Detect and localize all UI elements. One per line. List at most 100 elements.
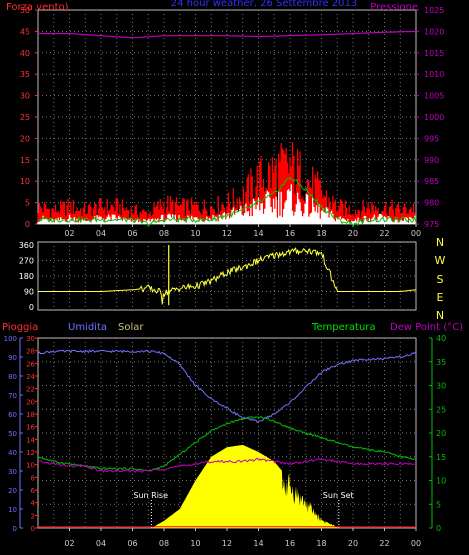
x-tick-label: 04 bbox=[96, 229, 106, 238]
pressure-tick-label: 1020 bbox=[424, 27, 444, 36]
direction-series-line bbox=[38, 247, 417, 305]
compass-label: W bbox=[435, 254, 446, 267]
temperature-tick-label: 35 bbox=[436, 358, 446, 367]
humidity-tick-label: 50 bbox=[8, 430, 17, 438]
humidity-tick-label: 40 bbox=[8, 449, 17, 457]
temperature-series bbox=[37, 415, 417, 472]
pressure-tick-label: 985 bbox=[424, 177, 439, 186]
temperature-tick-label: 30 bbox=[436, 382, 446, 391]
direction-tick-label: 360 bbox=[19, 241, 34, 250]
rain-tick-label: 0 bbox=[31, 525, 35, 533]
temperature-tick-label: 15 bbox=[436, 453, 446, 462]
rain-tick-label: 4 bbox=[31, 500, 36, 508]
pressure-tick-label: 1000 bbox=[424, 113, 444, 122]
humidity-tick-label: 30 bbox=[8, 468, 17, 476]
x-tick-label: 22 bbox=[379, 229, 389, 238]
rain-tick-label: 14 bbox=[26, 436, 35, 444]
direction-tick-label: 270 bbox=[19, 257, 34, 266]
compass-label: N bbox=[436, 236, 444, 249]
humidity-series bbox=[37, 349, 417, 424]
rain-tick-label: 10 bbox=[26, 462, 35, 470]
solar-series bbox=[151, 445, 339, 528]
pressure-tick-label: 1015 bbox=[424, 49, 444, 58]
top-series bbox=[37, 30, 417, 228]
rain-tick-label: 30 bbox=[26, 335, 35, 343]
x-tick-label: 14 bbox=[253, 539, 263, 548]
rain-tick-label: 20 bbox=[26, 398, 35, 406]
wind-axis-ticks: 0 5 10 15 20 25 30 35 40 45 50 bbox=[20, 6, 38, 229]
pressure-tick-label: 1025 bbox=[424, 6, 444, 15]
pressure-axis-title: Pressione bbox=[370, 2, 418, 13]
pressure-tick-label: 995 bbox=[424, 134, 439, 143]
x-tick-label: 02 bbox=[64, 539, 74, 548]
rain-tick-label: 28 bbox=[26, 348, 35, 356]
x-tick-label: 22 bbox=[379, 539, 389, 548]
x-tick-label: 04 bbox=[96, 539, 106, 548]
wind-axis-title: Forza vento) bbox=[6, 2, 69, 13]
direction-axis-ticks: 0 90 180 270 360 bbox=[19, 241, 34, 312]
x-tick-label: 06 bbox=[127, 229, 137, 238]
rain-tick-label: 22 bbox=[26, 386, 35, 394]
rain-tick-label: 8 bbox=[31, 474, 35, 482]
pressure-tick-label: 980 bbox=[424, 199, 439, 208]
dewpoint-series bbox=[38, 457, 417, 473]
temperature-tick-label: 40 bbox=[436, 334, 446, 343]
chart-title: 24 hour weather, 26 Settembre 2013 bbox=[171, 0, 357, 9]
temperature-tick-label: 25 bbox=[436, 405, 446, 414]
humidity-tick-label: 20 bbox=[8, 487, 17, 495]
pressure-axis-ticks: 975 980 985 990 995 1000 1005 1010 1015 1020 1025 bbox=[416, 6, 444, 229]
direction-tick-label: 180 bbox=[19, 272, 34, 281]
humidity-tick-label: 0 bbox=[13, 525, 17, 533]
x-tick-label: 10 bbox=[190, 539, 200, 548]
rain-tick-label: 18 bbox=[26, 411, 35, 419]
x-tick-label: 00 bbox=[411, 539, 421, 548]
temperature-axis-title: Temperatura bbox=[311, 322, 376, 333]
humidity-tick-label: 10 bbox=[8, 506, 17, 514]
wind-average-series bbox=[37, 176, 417, 228]
wind-tick-label: 25 bbox=[20, 113, 30, 122]
x-tick-label: 16 bbox=[285, 539, 295, 548]
x-tick-label: 20 bbox=[348, 229, 358, 238]
humidity-tick-label: 90 bbox=[8, 354, 17, 362]
temperature-tick-label: 0 bbox=[436, 524, 441, 533]
x-tick-label: 20 bbox=[348, 539, 358, 548]
bottom-x-axis-ticks: 02 04 06 08 10 12 14 16 18 20 22 00 bbox=[64, 528, 421, 548]
direction-tick-label: 0 bbox=[29, 303, 34, 312]
rain-tick-label: 2 bbox=[31, 512, 35, 520]
x-tick-label: 12 bbox=[222, 539, 232, 548]
x-tick-label: 12 bbox=[222, 229, 232, 238]
humidity-tick-label: 60 bbox=[8, 411, 17, 419]
bottom-series bbox=[37, 349, 417, 528]
wind-tick-label: 40 bbox=[20, 49, 30, 58]
pressure-tick-label: 1010 bbox=[424, 70, 444, 79]
wind-tick-label: 35 bbox=[20, 70, 30, 79]
x-tick-label: 08 bbox=[159, 539, 169, 548]
rain-axis-title: Pioggia bbox=[2, 322, 38, 333]
x-tick-label: 02 bbox=[64, 229, 74, 238]
wind-tick-label: 30 bbox=[20, 92, 30, 101]
temperature-tick-label: 20 bbox=[436, 429, 446, 438]
compass-label: S bbox=[437, 273, 444, 286]
x-tick-label: 10 bbox=[190, 229, 200, 238]
wind-tick-label: 10 bbox=[20, 177, 30, 186]
wind-tick-label: 15 bbox=[20, 156, 30, 165]
gust-series bbox=[37, 142, 416, 224]
direction-series bbox=[38, 245, 417, 306]
compass-label: E bbox=[437, 291, 444, 304]
humidity-axis-title: Umidita bbox=[68, 322, 107, 333]
rain-tick-label: 12 bbox=[26, 449, 35, 457]
x-tick-label: 00 bbox=[411, 229, 421, 238]
rain-tick-label: 16 bbox=[26, 424, 35, 432]
top-x-axis-ticks: 02 04 06 08 10 12 14 16 18 20 22 00 bbox=[64, 224, 421, 238]
humidity-tick-label: 80 bbox=[8, 373, 17, 381]
pressure-series bbox=[38, 30, 417, 39]
wind-tick-label: 5 bbox=[25, 199, 30, 208]
sunset-annotation: Sun Set bbox=[323, 491, 354, 500]
x-tick-label: 18 bbox=[316, 539, 326, 548]
mid-grid bbox=[38, 242, 416, 310]
rain-tick-label: 6 bbox=[31, 487, 36, 495]
